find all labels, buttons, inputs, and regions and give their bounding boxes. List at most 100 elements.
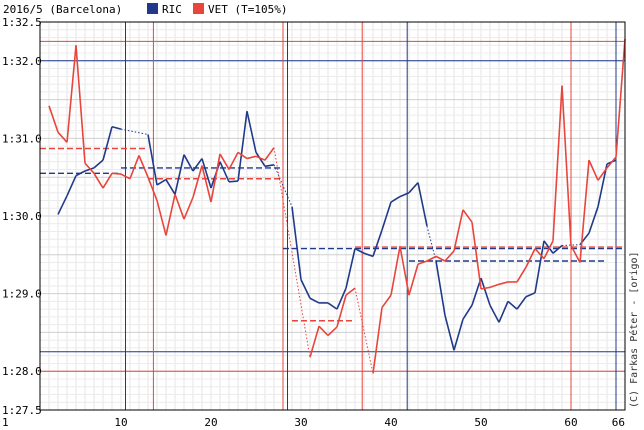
series-segment-vet xyxy=(309,325,320,358)
legend-label-ric: RIC xyxy=(162,3,182,16)
series-segment-vet xyxy=(129,155,140,180)
y-tick-label: 1:27.5 xyxy=(2,404,42,417)
pit-stop-lines xyxy=(125,22,617,410)
series-lines xyxy=(48,39,626,374)
series-segment-vet xyxy=(192,165,203,198)
series-segment-ric xyxy=(417,182,428,227)
x-tick-label: 30 xyxy=(294,416,307,429)
series-segment-ric xyxy=(111,125,122,130)
series-segment-ric xyxy=(588,206,599,234)
series-segment-ric xyxy=(255,151,266,167)
series-segment-vet xyxy=(345,287,356,296)
series-segment-ric xyxy=(246,111,257,153)
series-segment-vet xyxy=(588,159,599,181)
series-segment-ric xyxy=(156,178,167,186)
series-segment-vet xyxy=(579,160,590,263)
series-segment-vet xyxy=(390,246,401,296)
series-segment-ric xyxy=(399,191,410,198)
series-segment-ric xyxy=(183,154,194,172)
series-segment-ric xyxy=(444,315,455,351)
reference-lines xyxy=(40,40,625,372)
series-segment-vet xyxy=(264,147,275,161)
series-segment-ric xyxy=(237,111,248,182)
series-segment-vet xyxy=(615,39,626,158)
series-segment-ric xyxy=(489,304,500,323)
series-segment-vet xyxy=(210,153,221,203)
series-segment-vet xyxy=(147,176,158,201)
series-segment-ric xyxy=(75,170,86,177)
series-segment-vet xyxy=(120,173,131,180)
y-tick-label: 1:32.5 xyxy=(2,16,42,29)
series-segment-ric xyxy=(516,296,527,310)
series-segment-ric xyxy=(219,161,230,183)
series-segment-vet xyxy=(372,307,383,374)
series-segment-vet xyxy=(561,85,572,246)
series-segment-vet xyxy=(480,286,491,290)
series-segment-ric xyxy=(228,180,239,183)
x-tick-label: 20 xyxy=(204,416,217,429)
series-segment-ric xyxy=(543,240,554,254)
series-segment-ric xyxy=(525,292,536,298)
series-segment-vet xyxy=(417,260,428,265)
series-segment-ric xyxy=(336,287,347,310)
series-segment-vet xyxy=(354,288,374,374)
series-segment-ric xyxy=(534,240,545,293)
series-segment-vet xyxy=(255,155,266,161)
series-segment-ric xyxy=(507,300,518,310)
series-segment-ric xyxy=(120,128,149,136)
x-tick-label: 60 xyxy=(564,416,577,429)
y-tick-label: 1:31.0 xyxy=(2,132,42,145)
series-segment-vet xyxy=(336,294,347,328)
series-segment-vet xyxy=(66,45,77,143)
x-tick-label: 50 xyxy=(474,416,487,429)
series-segment-ric xyxy=(552,244,563,254)
series-segment-vet xyxy=(408,263,419,296)
series-segment-ric xyxy=(147,134,158,186)
series-segment-vet xyxy=(219,153,230,170)
series-segment-vet xyxy=(471,222,482,290)
series-segment-ric xyxy=(291,206,302,280)
series-segment-vet xyxy=(552,85,563,241)
legend-swatch-vet xyxy=(193,3,204,14)
series-segment-ric xyxy=(408,182,419,194)
series-segment-vet xyxy=(93,172,104,189)
series-segment-vet xyxy=(534,248,545,260)
series-segment-vet xyxy=(228,151,239,170)
series-segment-ric xyxy=(192,158,203,172)
series-segment-vet xyxy=(381,294,392,309)
series-segment-vet xyxy=(498,281,509,286)
series-segment-vet xyxy=(327,326,338,337)
series-segment-ric xyxy=(354,247,365,254)
series-segment-ric xyxy=(390,195,401,203)
series-segment-ric xyxy=(201,158,212,189)
chart-title: 2016/5 (Barcelona) xyxy=(3,3,122,16)
series-segment-ric xyxy=(327,302,338,310)
series-segment-vet xyxy=(111,172,122,175)
series-segment-vet xyxy=(102,172,113,189)
series-segment-vet xyxy=(525,248,536,268)
series-segment-vet xyxy=(318,325,329,337)
series-segment-vet xyxy=(246,155,257,160)
series-segment-vet xyxy=(426,255,437,262)
series-segment-vet xyxy=(444,250,455,262)
legend-label-vet: VET (T=105%) xyxy=(208,3,287,16)
series-segment-vet xyxy=(570,245,581,263)
y-axis-tick-labels: 1:27.5 1:28.0 1:29.0 1:30.0 1:31.0 1:32.0 1:32… xyxy=(2,16,42,417)
series-segment-ric xyxy=(273,164,293,207)
plot-border xyxy=(39,21,626,411)
series-segment-vet xyxy=(57,131,68,143)
series-segment-vet xyxy=(273,147,311,358)
x-tick-label: 1 xyxy=(2,416,9,429)
series-segment-ric xyxy=(300,279,311,299)
series-segment-vet xyxy=(156,200,167,236)
y-tick-label: 1:32.0 xyxy=(2,55,42,68)
grid xyxy=(40,22,625,410)
x-tick-label: 66 xyxy=(612,416,625,429)
x-tick-label: 10 xyxy=(114,416,127,429)
series-segment-vet xyxy=(84,162,95,174)
series-segment-ric xyxy=(498,301,509,323)
series-segment-vet xyxy=(543,240,554,260)
series-segment-vet xyxy=(516,266,527,283)
legend-swatch-ric xyxy=(147,3,158,14)
